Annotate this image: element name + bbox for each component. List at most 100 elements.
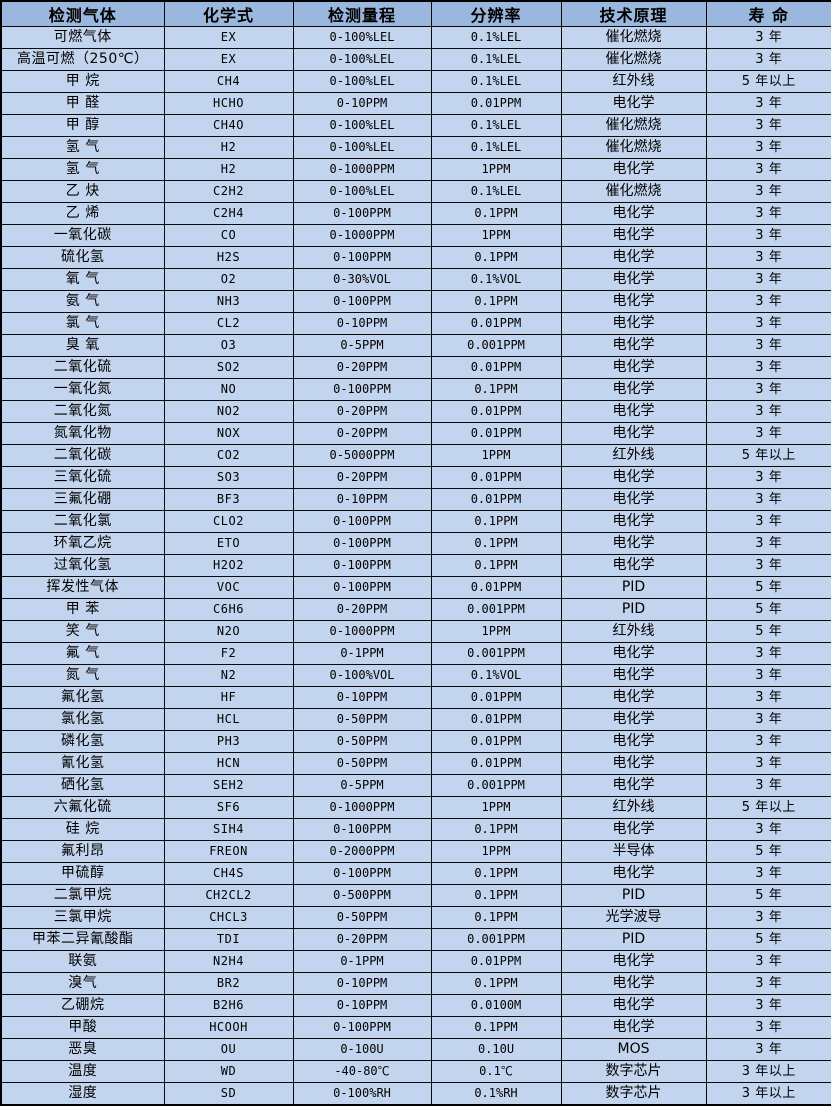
cell-formula: CLO2 [163, 510, 294, 533]
cell-range: 0-100PPM [292, 510, 432, 533]
table-row: 三氯甲烷 CHCL3 0-50PPM 0.1PPM 光学波导 3 年 [0, 906, 831, 929]
cell-resolution: 0.1PPM [430, 972, 562, 995]
cell-name: 二氯甲烷 [0, 884, 165, 907]
cell-life: 3 年 [705, 246, 831, 269]
cell-formula: SO2 [163, 356, 294, 379]
cell-resolution: 0.1%LEL [430, 26, 562, 49]
cell-formula: CL2 [163, 312, 294, 335]
cell-name: 挥发性气体 [0, 576, 165, 599]
cell-range: 0-10PPM [292, 972, 432, 995]
cell-name: 甲 烷 [0, 70, 165, 93]
table-row: 乙硼烷 B2H6 0-10PPM 0.0100M 电化学 3 年 [0, 994, 831, 1017]
cell-principle: 催化燃烧 [560, 26, 707, 49]
table-row: 二氧化氮 NO2 0-20PPM 0.01PPM 电化学 3 年 [0, 400, 831, 423]
cell-resolution: 1PPM [430, 620, 562, 643]
cell-principle: 电化学 [560, 158, 707, 181]
cell-life: 3 年 [705, 136, 831, 159]
cell-principle: 电化学 [560, 422, 707, 445]
cell-resolution: 0.01PPM [430, 708, 562, 731]
cell-formula: HCL [163, 708, 294, 731]
cell-formula: NOX [163, 422, 294, 445]
cell-principle: 电化学 [560, 730, 707, 753]
table-header-row: 检测气体 化学式 检测量程 分辨率 技术原理寿 命 [0, 0, 831, 27]
cell-life: 3 年 [705, 26, 831, 49]
cell-name: 环氧乙烷 [0, 532, 165, 555]
cell-resolution: 1PPM [430, 444, 562, 467]
cell-name: 可燃气体 [0, 26, 165, 49]
cell-resolution: 0.1%LEL [430, 48, 562, 71]
table-row: 甲 烷 CH4 0-100%LEL 0.1%LEL 红外线 5 年以上 [0, 70, 831, 93]
cell-resolution: 0.001PPM [430, 928, 562, 951]
cell-principle: MOS [560, 1038, 707, 1061]
cell-resolution: 0.1%VOL [430, 268, 562, 291]
cell-principle: 电化学 [560, 246, 707, 269]
cell-life: 5 年 [705, 620, 831, 643]
cell-resolution: 0.01PPM [430, 686, 562, 709]
cell-principle: 电化学 [560, 268, 707, 291]
cell-principle: 电化学 [560, 818, 707, 841]
cell-range: 0-100%LEL [292, 180, 432, 203]
cell-name: 氟 气 [0, 642, 165, 665]
table-row: 乙 炔 C2H2 0-100%LEL 0.1%LEL 催化燃烧 3 年 [0, 180, 831, 203]
cell-name: 乙 炔 [0, 180, 165, 203]
cell-range: 0-100PPM [292, 554, 432, 577]
cell-life: 3 年 [705, 202, 831, 225]
cell-life: 3 年 [705, 532, 831, 555]
cell-formula: N2O [163, 620, 294, 643]
cell-formula: CHCL3 [163, 906, 294, 929]
cell-range: 0-10PPM [292, 92, 432, 115]
cell-name: 二氧化碳 [0, 444, 165, 467]
cell-name: 氯 气 [0, 312, 165, 335]
cell-formula: O3 [163, 334, 294, 357]
cell-resolution: 0.1PPM [430, 1016, 562, 1039]
table-row: 氟利昂 FREON 0-2000PPM 1PPM 半导体 5 年 [0, 840, 831, 863]
cell-principle: 电化学 [560, 510, 707, 533]
cell-resolution: 0.1PPM [430, 818, 562, 841]
cell-resolution: 0.01PPM [430, 950, 562, 973]
cell-life: 3 年 [705, 1038, 831, 1061]
table-row: 挥发性气体 VOC 0-100PPM 0.01PPM PID 5 年 [0, 576, 831, 599]
column-header-life: 寿 命 [705, 0, 831, 27]
cell-life: 3 年 [705, 422, 831, 445]
cell-range: 0-100PPM [292, 246, 432, 269]
table-row: 甲 苯 C6H6 0-20PPM 0.001PPM PID 5 年 [0, 598, 831, 621]
cell-principle: 电化学 [560, 950, 707, 973]
table-row: 磷化氢 PH3 0-50PPM 0.01PPM 电化学 3 年 [0, 730, 831, 753]
cell-principle: 电化学 [560, 488, 707, 511]
cell-life: 3 年 [705, 730, 831, 753]
cell-formula: ETO [163, 532, 294, 555]
cell-principle: 光学波导 [560, 906, 707, 929]
cell-resolution: 0.1%LEL [430, 180, 562, 203]
table-body: 可燃气体 EX 0-100%LEL 0.1%LEL 催化燃烧 3 年高温可燃（250℃） E… [0, 26, 831, 1106]
cell-formula: H2 [163, 136, 294, 159]
cell-principle: 电化学 [560, 466, 707, 489]
cell-resolution: 0.01PPM [430, 466, 562, 489]
cell-formula: CH2CL2 [163, 884, 294, 907]
cell-principle: 电化学 [560, 686, 707, 709]
cell-resolution: 0.1PPM [430, 532, 562, 555]
cell-life: 5 年以上 [705, 70, 831, 93]
cell-resolution: 1PPM [430, 840, 562, 863]
cell-name: 甲苯二异氰酸酯 [0, 928, 165, 951]
cell-range: 0-500PPM [292, 884, 432, 907]
cell-name: 笑 气 [0, 620, 165, 643]
cell-resolution: 0.001PPM [430, 642, 562, 665]
cell-resolution: 0.1PPM [430, 554, 562, 577]
cell-name: 甲硫醇 [0, 862, 165, 885]
cell-life: 3 年 [705, 554, 831, 577]
cell-life: 3 年 [705, 664, 831, 687]
cell-name: 氟化氢 [0, 686, 165, 709]
cell-formula: HCOOH [163, 1016, 294, 1039]
cell-principle: 电化学 [560, 972, 707, 995]
table-row: 三氟化硼 BF3 0-10PPM 0.01PPM 电化学 3 年 [0, 488, 831, 511]
cell-range: 0-1000PPM [292, 158, 432, 181]
cell-name: 甲 苯 [0, 598, 165, 621]
cell-name: 甲酸 [0, 1016, 165, 1039]
cell-principle: 催化燃烧 [560, 136, 707, 159]
cell-resolution: 0.1PPM [430, 906, 562, 929]
table-row: 氟 气 F2 0-1PPM 0.001PPM 电化学 3 年 [0, 642, 831, 665]
cell-name: 乙硼烷 [0, 994, 165, 1017]
cell-range: 0-1PPM [292, 642, 432, 665]
cell-principle: 红外线 [560, 620, 707, 643]
